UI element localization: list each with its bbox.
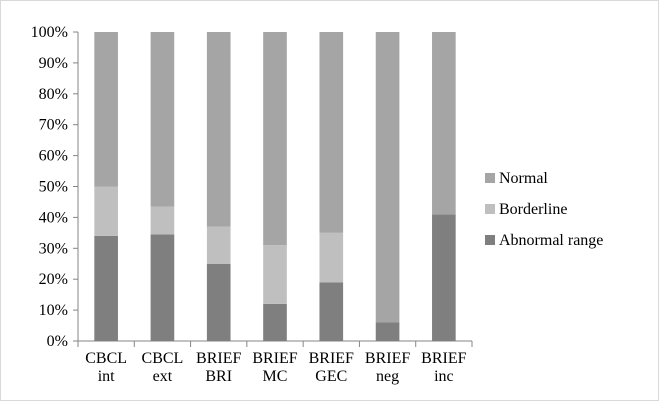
x-category-label: neg bbox=[376, 368, 399, 385]
legend-label-normal: Normal bbox=[499, 170, 548, 187]
legend-swatch-borderline bbox=[485, 204, 495, 214]
y-tick-label: 60% bbox=[39, 148, 68, 165]
x-category-label: ext bbox=[153, 368, 173, 385]
bar-segment-abnormal-range bbox=[206, 263, 231, 341]
x-category-label: BRI bbox=[205, 368, 232, 385]
bar-segment-abnormal-range bbox=[375, 322, 400, 341]
bar-segment-normal bbox=[432, 32, 456, 215]
x-category-label: CBCL bbox=[85, 350, 127, 367]
bar-segment-normal bbox=[375, 32, 400, 323]
bar-segment-abnormal-range bbox=[150, 234, 175, 341]
bar-segment-normal bbox=[319, 32, 344, 233]
bar-segment-borderline bbox=[150, 206, 175, 235]
x-category-label: MC bbox=[263, 368, 288, 385]
x-category-label: CBCL bbox=[142, 350, 184, 367]
y-tick-label: 100% bbox=[31, 24, 68, 41]
legend-swatch-normal bbox=[485, 173, 495, 183]
legend-label-borderline: Borderline bbox=[499, 201, 567, 218]
y-tick-label: 90% bbox=[39, 55, 68, 72]
y-tick-label: 20% bbox=[39, 271, 68, 288]
bar-segment-abnormal-range bbox=[432, 214, 456, 341]
x-category-label: BRIEF bbox=[421, 350, 466, 367]
x-category-label: BRIEF bbox=[196, 350, 241, 367]
y-tick-label: 10% bbox=[39, 302, 68, 319]
x-category-label: BRIEF bbox=[365, 350, 410, 367]
y-tick-label: 50% bbox=[39, 179, 68, 196]
y-tick-label: 40% bbox=[39, 209, 68, 226]
bar-segment-borderline bbox=[263, 245, 287, 304]
bar-segment-normal bbox=[94, 32, 118, 187]
bar-segment-abnormal-range bbox=[263, 303, 287, 341]
bar-segment-normal bbox=[263, 32, 287, 246]
bar-segment-abnormal-range bbox=[319, 282, 344, 341]
x-category-label: BRIEF bbox=[309, 350, 354, 367]
x-category-label: int bbox=[98, 368, 115, 385]
bar-segment-borderline bbox=[319, 232, 344, 283]
bar-segment-borderline bbox=[94, 186, 118, 236]
y-tick-label: 70% bbox=[39, 117, 68, 134]
legend-label-abnormal-range: Abnormal range bbox=[499, 232, 603, 249]
y-tick-label: 30% bbox=[39, 240, 68, 257]
x-category-label: GEC bbox=[315, 368, 347, 385]
bar-segment-normal bbox=[206, 32, 231, 227]
y-tick-label: 0% bbox=[47, 333, 68, 350]
bar-segment-abnormal-range bbox=[94, 235, 118, 341]
bar-segment-normal bbox=[150, 32, 175, 207]
bar-segment-borderline bbox=[206, 226, 231, 264]
y-tick-label: 80% bbox=[39, 86, 68, 103]
x-category-label: inc bbox=[434, 368, 454, 385]
legend-swatch-abnormal-range bbox=[485, 235, 495, 245]
x-category-label: BRIEF bbox=[252, 350, 297, 367]
